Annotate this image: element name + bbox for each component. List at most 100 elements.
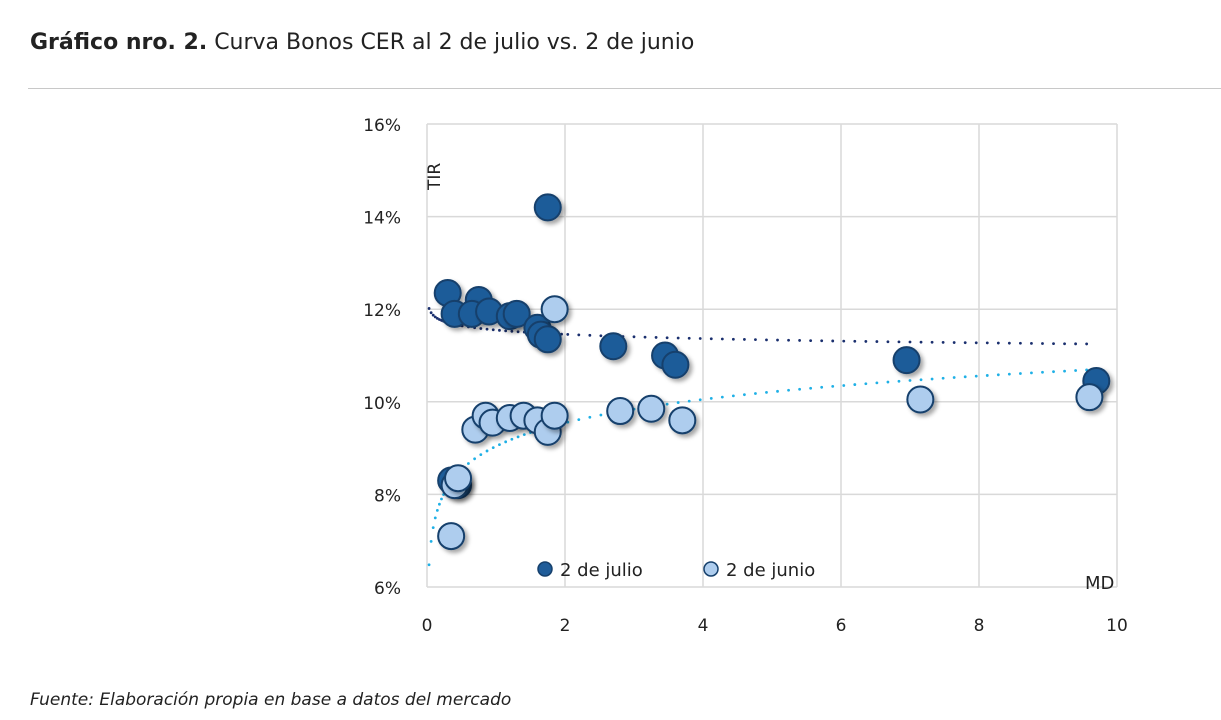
trendline-dot bbox=[996, 373, 1000, 377]
x-tick-label: 10 bbox=[1106, 616, 1128, 636]
trendline-dot bbox=[1007, 341, 1011, 345]
trendline-dot bbox=[765, 338, 768, 342]
trendline-dot bbox=[1052, 370, 1055, 374]
trendline-dot bbox=[963, 341, 967, 345]
trendline-dot bbox=[429, 311, 433, 315]
trendline-dot bbox=[431, 526, 435, 530]
point-2-de-julio bbox=[502, 299, 531, 328]
trendline-dot bbox=[676, 336, 680, 340]
point-2-de-julio bbox=[533, 325, 562, 354]
trendline-dot bbox=[875, 340, 879, 343]
trendline-dot bbox=[504, 329, 508, 333]
trendline-dot bbox=[698, 337, 702, 340]
trendline-dot bbox=[588, 333, 592, 337]
trendline-dot bbox=[952, 376, 956, 379]
trendline-dot bbox=[1085, 342, 1089, 346]
trendline-dot bbox=[498, 328, 501, 332]
trendline-dot bbox=[438, 502, 441, 506]
trendline-dot bbox=[908, 340, 912, 344]
trendline-dot bbox=[479, 327, 483, 330]
trendline-dot bbox=[1041, 370, 1044, 374]
trendline-dot bbox=[643, 335, 647, 339]
trendline-dot bbox=[485, 449, 489, 453]
trendline-dot bbox=[996, 341, 1000, 345]
trendline-dot bbox=[709, 396, 713, 400]
trendline-dot bbox=[1007, 372, 1011, 376]
y-axis-label: TIR bbox=[425, 163, 445, 191]
source-note: Fuente: Elaboración propia en base a dat… bbox=[30, 690, 512, 710]
point-2-de-junio bbox=[1075, 383, 1104, 412]
trendline-dot bbox=[1052, 342, 1055, 346]
trendline-dot bbox=[864, 382, 868, 386]
trendline-dot bbox=[435, 508, 439, 512]
trendline-dot bbox=[654, 336, 658, 339]
trendline-dot bbox=[1019, 341, 1022, 345]
trendline-dot bbox=[588, 415, 592, 419]
trendline-dot bbox=[974, 374, 978, 378]
point-2-de-julio bbox=[533, 193, 562, 222]
trendline-dot bbox=[798, 339, 801, 342]
point-2-de-junio bbox=[540, 401, 569, 430]
trendline-dot bbox=[743, 338, 746, 341]
trendline-dot bbox=[864, 340, 868, 343]
x-axis-label: MD bbox=[1085, 573, 1114, 594]
divider bbox=[28, 88, 1221, 89]
trendline-dot bbox=[632, 335, 636, 339]
point-2-de-julio bbox=[661, 350, 690, 379]
trendline-dot bbox=[504, 440, 508, 444]
trendline-dot bbox=[491, 446, 495, 450]
trendline-dot bbox=[765, 390, 768, 394]
trendline-dot bbox=[754, 338, 757, 342]
point-2-de-junio bbox=[437, 522, 466, 551]
trendline-dot bbox=[897, 379, 901, 383]
trendline-dot bbox=[831, 384, 835, 388]
trendline-dot bbox=[941, 376, 945, 380]
trendline-dot bbox=[831, 339, 835, 343]
trendline-dot bbox=[1063, 342, 1066, 346]
trendline-dot bbox=[516, 435, 520, 439]
x-tick-label: 6 bbox=[836, 616, 847, 636]
trendline-dot bbox=[1030, 341, 1033, 345]
y-tick-label: 6% bbox=[374, 579, 401, 599]
trendline-dot bbox=[941, 341, 945, 344]
trendline-dot bbox=[754, 392, 757, 395]
trendline-dot bbox=[498, 443, 501, 446]
trendline-dot bbox=[687, 399, 691, 403]
trendline-dot bbox=[776, 338, 779, 342]
x-tick-label: 0 bbox=[422, 616, 433, 636]
trendline-dot bbox=[599, 413, 603, 417]
trendline-dot bbox=[491, 328, 495, 332]
trendline-dot bbox=[485, 327, 489, 331]
y-tick-label: 12% bbox=[363, 301, 401, 321]
trendline-dot bbox=[875, 381, 879, 385]
trendline-dot bbox=[886, 380, 890, 384]
trendline-dot bbox=[985, 374, 989, 377]
trendline-dot bbox=[433, 315, 437, 319]
trendline-dot bbox=[985, 341, 989, 345]
trendline-dot bbox=[427, 307, 431, 310]
point-2-de-junio bbox=[637, 394, 666, 423]
point-2-de-junio bbox=[906, 385, 935, 414]
trendline-dot bbox=[665, 402, 669, 406]
trendline-dot bbox=[809, 339, 813, 342]
trendline-dot bbox=[577, 333, 581, 337]
trendline-dot bbox=[429, 539, 433, 543]
legend-marker-junio bbox=[703, 561, 719, 577]
trendline-dot bbox=[1074, 369, 1077, 372]
y-tick-label: 14% bbox=[363, 209, 401, 229]
trendline-dot bbox=[743, 393, 746, 397]
trendline-dot bbox=[886, 340, 890, 344]
trendline-dot bbox=[467, 462, 470, 465]
trendline-dot bbox=[473, 457, 477, 461]
legend-label-julio: 2 de julio bbox=[560, 560, 643, 581]
trendline-dot bbox=[577, 418, 581, 421]
chart-title: Gráfico nro. 2. Curva Bonos CER al 2 de … bbox=[30, 30, 694, 55]
trendline-dot bbox=[687, 336, 691, 340]
trendline-dot bbox=[1019, 372, 1022, 375]
trendline-dot bbox=[1074, 342, 1077, 346]
trendline-dot bbox=[431, 313, 435, 317]
trendline-dot bbox=[842, 384, 846, 387]
point-2-de-julio bbox=[892, 346, 921, 375]
trendline-dot bbox=[897, 340, 901, 344]
